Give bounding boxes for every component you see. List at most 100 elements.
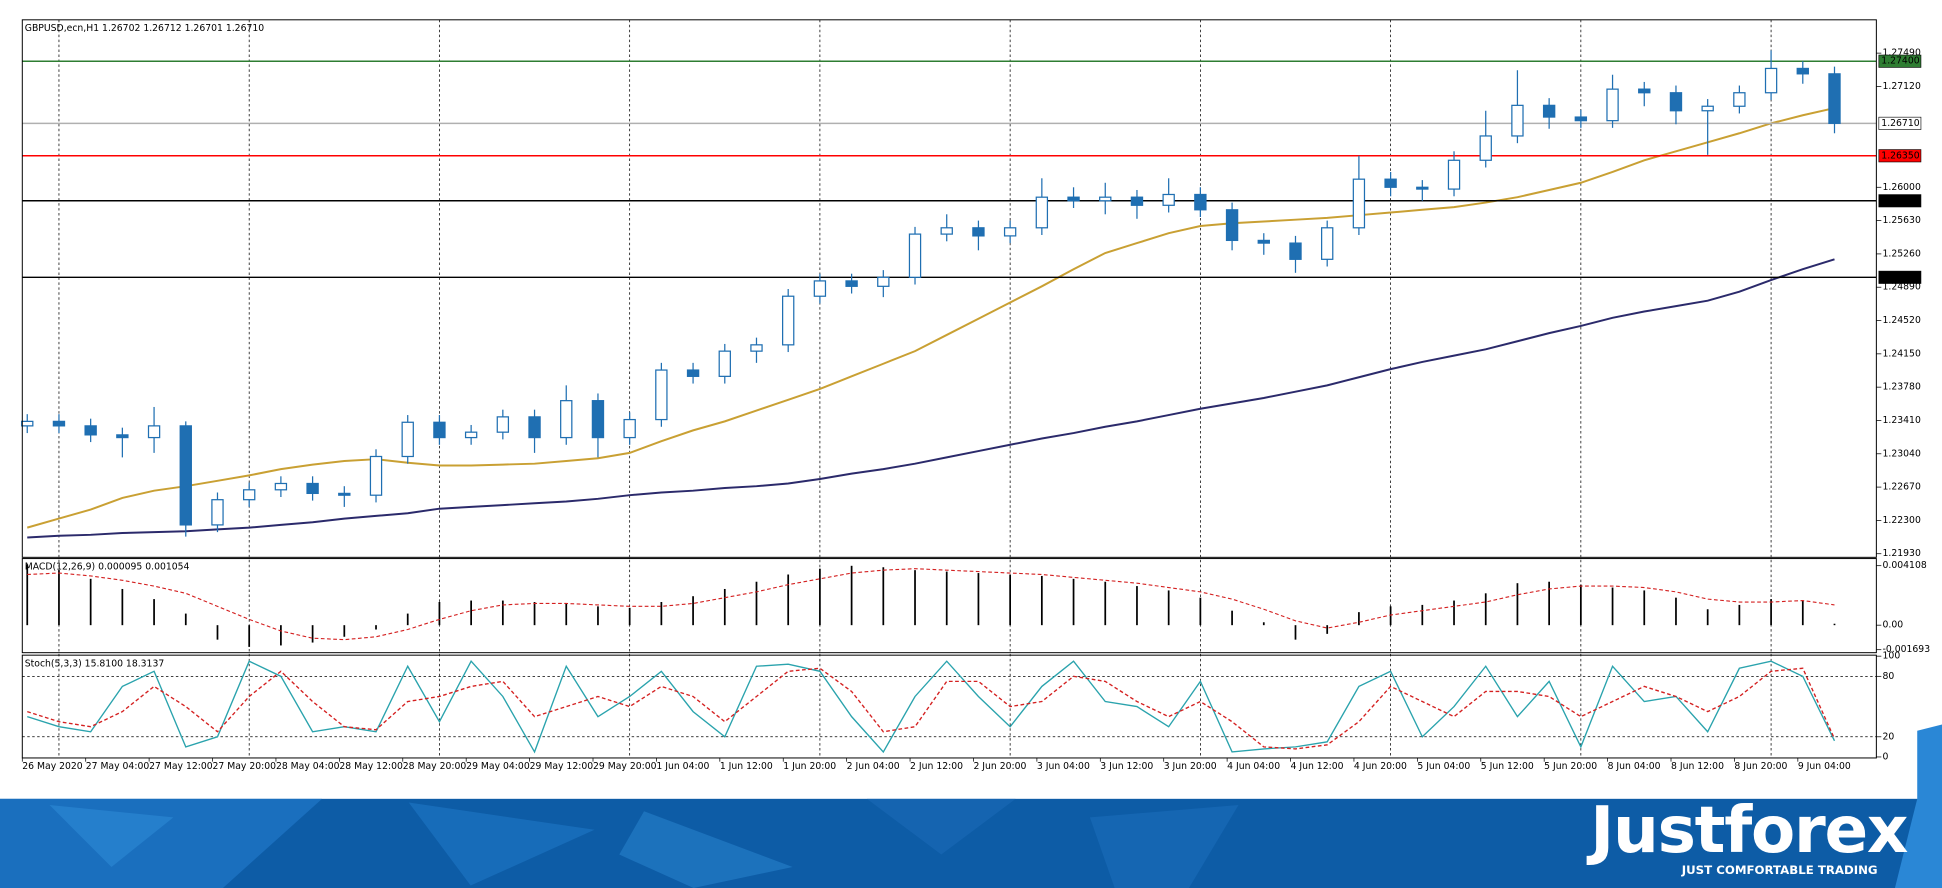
candle-body	[1352, 178, 1366, 229]
banner-shape	[866, 798, 1016, 855]
candle-body	[877, 276, 890, 287]
x-tick-label: 3 Jun 20:00	[1164, 761, 1217, 772]
x-tick-label: 5 Jun 12:00	[1481, 761, 1534, 772]
x-tick-label: 3 Jun 12:00	[1100, 761, 1153, 772]
banner-shape	[619, 811, 793, 888]
candle-body	[1225, 209, 1239, 242]
y-tick-label: 1.25630	[1883, 215, 1921, 226]
y-tick-label: 1.23780	[1883, 382, 1921, 393]
y-tick-label: 1.23410	[1883, 415, 1921, 426]
price-level-box	[1878, 116, 1922, 130]
candle-body	[1289, 242, 1302, 260]
candle-body	[52, 420, 66, 427]
y-tick-label: 20	[1883, 731, 1895, 742]
candle-body	[1701, 105, 1714, 112]
candle-body	[1796, 67, 1809, 75]
y-tick-label: 1.23040	[1883, 448, 1921, 459]
price-level-label: 1.25000	[1881, 272, 1919, 283]
y-tick-label: 1.24890	[1883, 282, 1921, 293]
candle-body	[655, 369, 668, 421]
candle-body	[1828, 73, 1841, 124]
stoch-line	[27, 667, 1836, 750]
macd-title: MACD(12,26,9) 0.000095 0.001054	[25, 562, 190, 573]
price-level-label: 1.26710	[1881, 118, 1919, 129]
x-tick-label: 2 Jun 12:00	[910, 761, 963, 772]
x-tick-label: 1 Jun 04:00	[656, 761, 709, 772]
candle-body	[1574, 116, 1588, 122]
y-tick-label: -0.001693	[1883, 644, 1931, 655]
candle-body	[908, 233, 922, 278]
candle-body	[528, 416, 541, 439]
candle-body	[1162, 193, 1175, 206]
x-tick-label: 4 Jun 12:00	[1291, 761, 1344, 772]
candle-body	[623, 418, 636, 439]
stoch-line	[27, 660, 1836, 754]
x-tick-label: 28 May 04:00	[276, 761, 340, 772]
candle-body	[1479, 135, 1492, 161]
y-tick-label: 1.26000	[1883, 182, 1921, 193]
candle-body	[433, 421, 446, 439]
candle-body	[1257, 239, 1270, 244]
x-tick-label: 8 Jun 12:00	[1671, 761, 1724, 772]
y-tick-label: 1.22670	[1883, 482, 1921, 493]
candle-body	[686, 369, 700, 377]
candle-body	[1384, 178, 1397, 188]
banner-shape	[408, 802, 595, 886]
x-tick-label: 29 May 12:00	[530, 761, 594, 772]
candle-body	[1606, 88, 1619, 122]
candle-body	[1099, 196, 1112, 202]
candle-body	[845, 280, 858, 287]
price-level-label: 1.26350	[1881, 150, 1919, 161]
candle-body	[147, 425, 161, 439]
moving-average	[27, 258, 1835, 539]
y-tick-label: 1.27490	[1883, 48, 1921, 59]
x-tick-label: 8 Jun 04:00	[1608, 761, 1661, 772]
candle-body	[1669, 92, 1683, 112]
x-tick-label: 9 Jun 04:00	[1798, 761, 1851, 772]
stoch-title: Stoch(5,3,3) 15.8100 18.3137	[25, 658, 165, 669]
x-tick-label: 5 Jun 20:00	[1544, 761, 1597, 772]
macd-signal	[27, 568, 1835, 641]
banner-corner	[1894, 724, 1942, 888]
x-tick-label: 1 Jun 20:00	[783, 761, 836, 772]
candle-body	[464, 431, 478, 439]
x-tick-label: 1 Jun 12:00	[720, 761, 773, 772]
candle-body	[401, 421, 414, 458]
candle-body	[1511, 104, 1524, 137]
price-level-box	[1878, 194, 1922, 208]
candle-body	[1416, 186, 1429, 190]
x-tick-label: 27 May 04:00	[86, 761, 150, 772]
candle-body	[782, 295, 795, 346]
x-tick-label: 3 Jun 04:00	[1037, 761, 1090, 772]
x-tick-label: 5 Jun 04:00	[1417, 761, 1470, 772]
y-tick-label: 0.004108	[1883, 560, 1927, 571]
price-level-label: 1.27400	[1881, 56, 1919, 67]
x-tick-label: 29 May 04:00	[466, 761, 530, 772]
price-level-box	[1878, 149, 1922, 163]
price-level-label: 1.25850	[1881, 195, 1919, 206]
y-tick-label: 1.21930	[1883, 548, 1921, 559]
candle-body	[211, 499, 224, 526]
macd-panel-frame	[21, 558, 1877, 654]
logo: Justforex	[1586, 793, 1908, 868]
marks-layer	[21, 50, 1877, 754]
candle-body	[750, 344, 763, 352]
candle-body	[242, 489, 256, 501]
candle-body	[369, 455, 383, 496]
candle-body	[1447, 159, 1461, 190]
y-tick-label: 1.27120	[1883, 81, 1921, 92]
candle-body	[972, 227, 985, 237]
candle-body	[1542, 104, 1556, 118]
x-tick-label: 4 Jun 04:00	[1227, 761, 1280, 772]
candle-body	[560, 400, 573, 439]
y-tick-label: 1.25260	[1883, 248, 1921, 259]
candle-body	[1638, 88, 1651, 94]
candle-body	[1764, 67, 1778, 94]
candle-body	[1003, 227, 1017, 237]
candle-body	[1733, 92, 1746, 107]
x-tick-label: 27 May 12:00	[149, 761, 213, 772]
x-tick-label: 26 May 2020	[22, 761, 83, 772]
candle-body	[179, 425, 192, 526]
